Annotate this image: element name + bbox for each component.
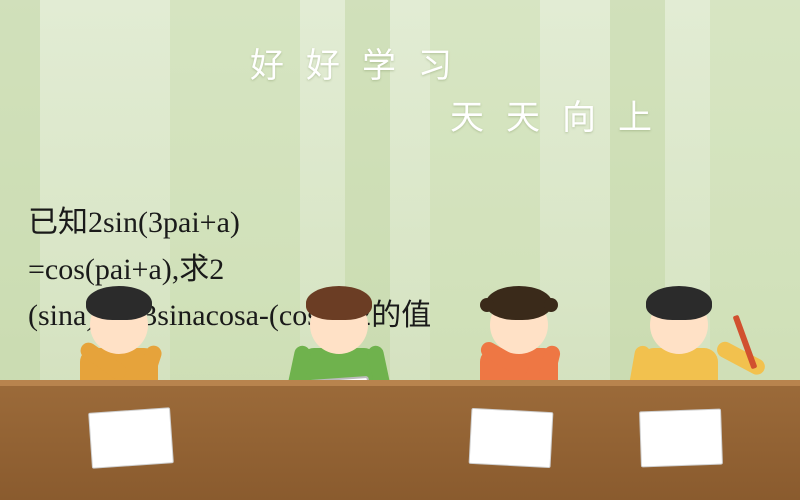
- child-hair: [86, 286, 152, 320]
- slogan-line-2: 天天向上: [450, 90, 674, 139]
- child-hair: [646, 286, 712, 320]
- paper-icon: [88, 407, 174, 469]
- child-hair: [306, 286, 372, 320]
- child-hair: [480, 298, 494, 312]
- question-line-2: =cos(pai+a),求2: [28, 253, 224, 286]
- paper-icon: [469, 408, 554, 468]
- child-head: [310, 296, 368, 354]
- child-head: [490, 296, 548, 354]
- slogan-line-1: 好好学习: [250, 38, 474, 87]
- child-hair: [486, 286, 552, 320]
- child-head: [650, 296, 708, 354]
- child-hair: [544, 298, 558, 312]
- paper-icon: [639, 409, 723, 468]
- child-head: [90, 296, 148, 354]
- question-line-1: 已知2sin(3pai+a): [28, 206, 240, 239]
